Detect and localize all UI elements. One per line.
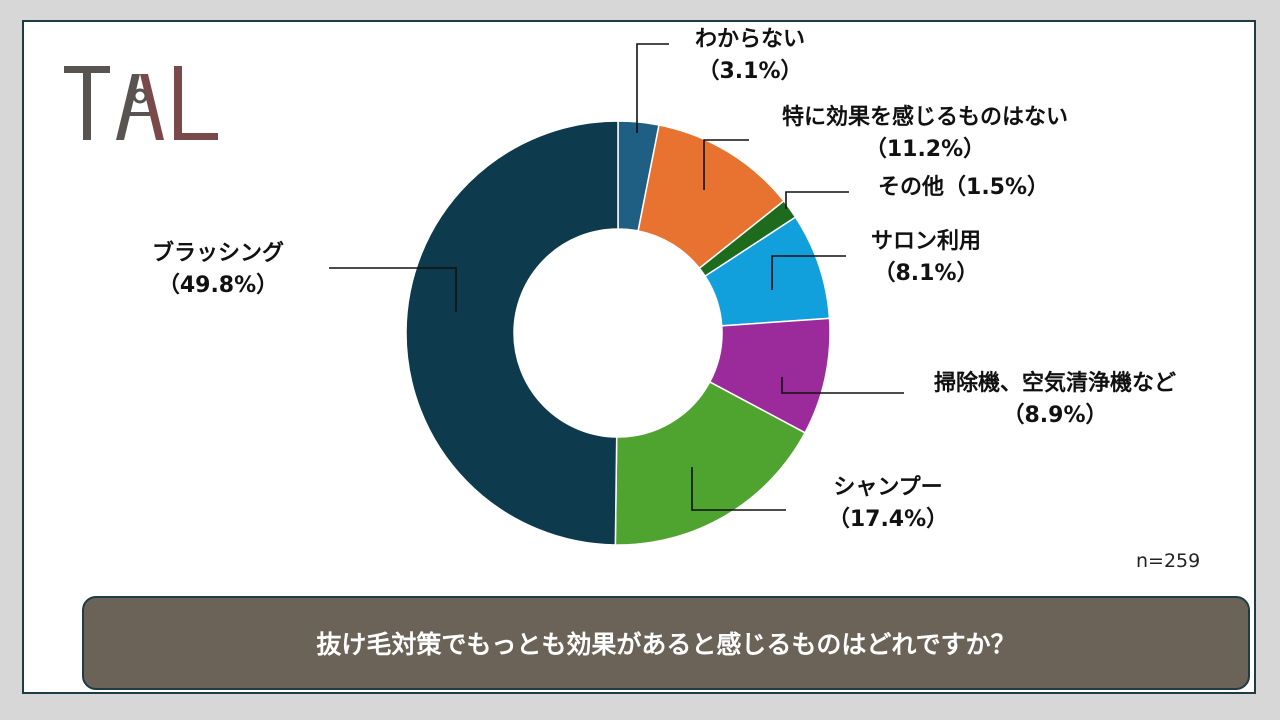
slice-name: 特に効果を感じるものはない (781, 105, 1068, 130)
slice-label-wakaranai: わからない （3.1%） (670, 24, 830, 88)
slice-percent: （3.1%） (697, 59, 803, 84)
chart-card: n=259 抜け毛対策でもっとも効果があると感じるものはどれですか？ (22, 20, 1256, 694)
leader-line (785, 191, 849, 209)
slice-percent: （17.4%） (827, 507, 949, 532)
slice-label-no-effect: 特に効果を感じるものはない （11.2%） (755, 102, 1095, 166)
donut-chart (329, 43, 904, 546)
slice-name: サロン利用 (870, 229, 981, 254)
leader-line (771, 255, 846, 290)
slice-percent: （11.2%） (864, 137, 986, 162)
leader-line (329, 267, 457, 312)
slice-name: シャンプー (833, 475, 943, 500)
slice-label-brushing: ブラッシング （49.8%） (128, 238, 308, 302)
sample-size-label: n=259 (1136, 550, 1201, 572)
donut-slice (614, 380, 807, 546)
slice-percent: （49.8%） (157, 273, 279, 298)
leader-line (781, 377, 904, 394)
slice-label-salon: サロン利用 （8.1%） (866, 226, 986, 290)
slice-percent: （8.1%） (873, 261, 979, 286)
leader-line (703, 139, 749, 190)
slice-name: 掃除機、空気清浄機など (933, 371, 1176, 396)
tal-logo (64, 66, 218, 140)
slice-name: その他 (878, 175, 945, 200)
slice-label-shampoo: シャンプー （17.4%） (808, 472, 968, 536)
question-text: 抜け毛対策でもっとも効果があると感じるものはどれですか？ (316, 630, 1016, 659)
slice-label-other: その他（1.5%） (878, 172, 1049, 204)
slice-label-cleaner: 掃除機、空気清浄機など （8.9%） (905, 368, 1205, 432)
slice-percent: （8.9%） (1002, 403, 1108, 428)
question-box: 抜け毛対策でもっとも効果があると感じるものはどれですか？ (82, 596, 1250, 690)
slice-name: ブラッシング (151, 241, 284, 266)
leader-line (691, 467, 786, 511)
donut-slice (405, 120, 619, 546)
slice-name: わからない (694, 27, 805, 52)
leader-line (636, 43, 669, 133)
slice-percent: （1.5%） (944, 175, 1050, 200)
